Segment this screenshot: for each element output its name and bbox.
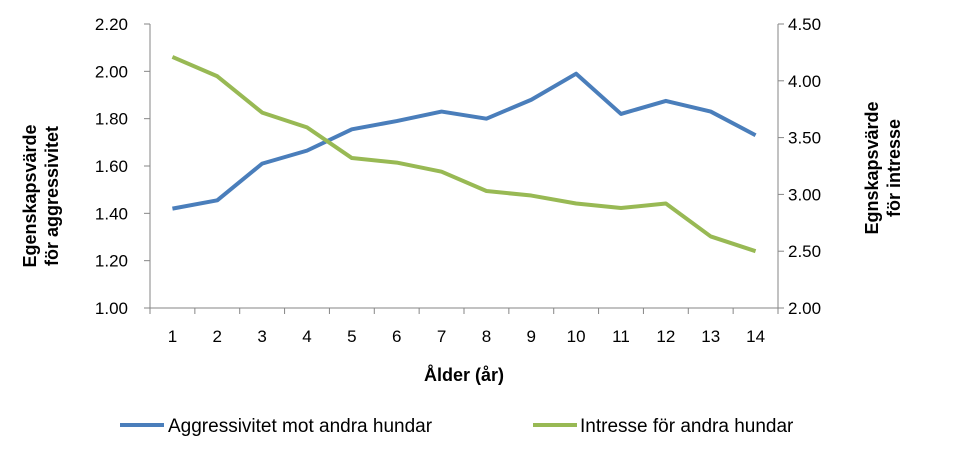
x-tick-label: 8 [482, 327, 491, 346]
axes [149, 24, 779, 309]
right-axis-title-line-2: för intresse [884, 119, 904, 217]
x-tick-label: 3 [257, 327, 266, 346]
x-tick-label: 2 [213, 327, 222, 346]
right-tick-label: 2.00 [788, 299, 821, 318]
left-tick-label: 1.00 [95, 299, 128, 318]
right-tick-label: 2.50 [788, 242, 821, 261]
right-axis-title-line-1: Egnskapsvärde [862, 101, 882, 234]
left-tick-label: 1.80 [95, 110, 128, 129]
legend-label-interest: Intresse för andra hundar [580, 416, 794, 437]
series-line-aggression [172, 71, 757, 211]
x-tick-label: 9 [527, 327, 536, 346]
right-axis-ticks: 2.00 2.50 3.00 3.50 4.00 4.50 [778, 15, 821, 318]
x-tick-label: 6 [392, 327, 401, 346]
series-layer [171, 55, 757, 254]
left-axis-title-line-1: Egenskapsvärde [20, 124, 40, 267]
left-tick-label: 2.20 [95, 15, 128, 34]
left-tick-label: 2.00 [95, 62, 128, 81]
x-tick-label: 7 [437, 327, 446, 346]
x-tick-label: 1 [168, 327, 177, 346]
right-axis-title: Egnskapsvärde för intresse [862, 101, 904, 234]
x-tick-label: 5 [347, 327, 356, 346]
left-tick-label: 1.60 [95, 157, 128, 176]
left-axis-title-line-2: för aggressivitet [42, 126, 62, 266]
right-tick-label: 4.50 [788, 15, 821, 34]
x-tick-label: 14 [746, 327, 765, 346]
left-tick-label: 1.40 [95, 204, 128, 223]
left-axis-ticks: 1.00 1.20 1.40 1.60 1.80 2.00 2.20 [95, 15, 150, 318]
x-axis-title: Ålder (år) [424, 365, 504, 385]
legend-label-aggression: Aggressivitet mot andra hundar [168, 416, 433, 437]
x-tick-label: 10 [567, 327, 586, 346]
x-axis-ticks: 1 2 3 4 5 6 7 8 9 10 11 12 13 14 [149, 308, 779, 346]
legend: Aggressivitet mot andra hundar Intresse … [120, 416, 794, 437]
x-tick-label: 13 [701, 327, 720, 346]
right-tick-label: 3.00 [788, 185, 821, 204]
left-axis-title: Egenskapsvärde för aggressivitet [20, 124, 62, 267]
x-tick-label: 12 [656, 327, 675, 346]
right-tick-label: 4.00 [788, 72, 821, 91]
series-line-interest [171, 55, 757, 254]
left-tick-label: 1.20 [95, 252, 128, 271]
x-tick-label: 4 [302, 327, 311, 346]
right-tick-label: 3.50 [788, 129, 821, 148]
x-tick-label: 11 [612, 327, 630, 346]
